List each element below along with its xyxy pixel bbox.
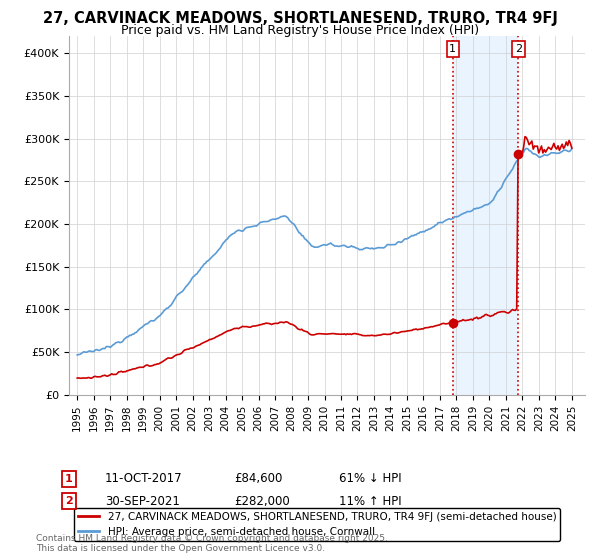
Text: 1: 1 xyxy=(449,44,456,54)
Text: 1: 1 xyxy=(65,474,73,484)
Text: Contains HM Land Registry data © Crown copyright and database right 2025.
This d: Contains HM Land Registry data © Crown c… xyxy=(36,534,388,553)
Text: Price paid vs. HM Land Registry's House Price Index (HPI): Price paid vs. HM Land Registry's House … xyxy=(121,24,479,36)
Text: 30-SEP-2021: 30-SEP-2021 xyxy=(105,494,180,508)
Text: 11-OCT-2017: 11-OCT-2017 xyxy=(105,472,182,486)
Text: 2: 2 xyxy=(65,496,73,506)
Legend: 27, CARVINACK MEADOWS, SHORTLANESEND, TRURO, TR4 9FJ (semi-detached house), HPI:: 27, CARVINACK MEADOWS, SHORTLANESEND, TR… xyxy=(74,507,560,541)
Text: 2: 2 xyxy=(515,44,522,54)
Text: 61% ↓ HPI: 61% ↓ HPI xyxy=(339,472,401,486)
Bar xyxy=(453,36,518,395)
Text: 11% ↑ HPI: 11% ↑ HPI xyxy=(339,494,401,508)
Text: £84,600: £84,600 xyxy=(234,472,283,486)
Text: 27, CARVINACK MEADOWS, SHORTLANESEND, TRURO, TR4 9FJ: 27, CARVINACK MEADOWS, SHORTLANESEND, TR… xyxy=(43,11,557,26)
Text: £282,000: £282,000 xyxy=(234,494,290,508)
